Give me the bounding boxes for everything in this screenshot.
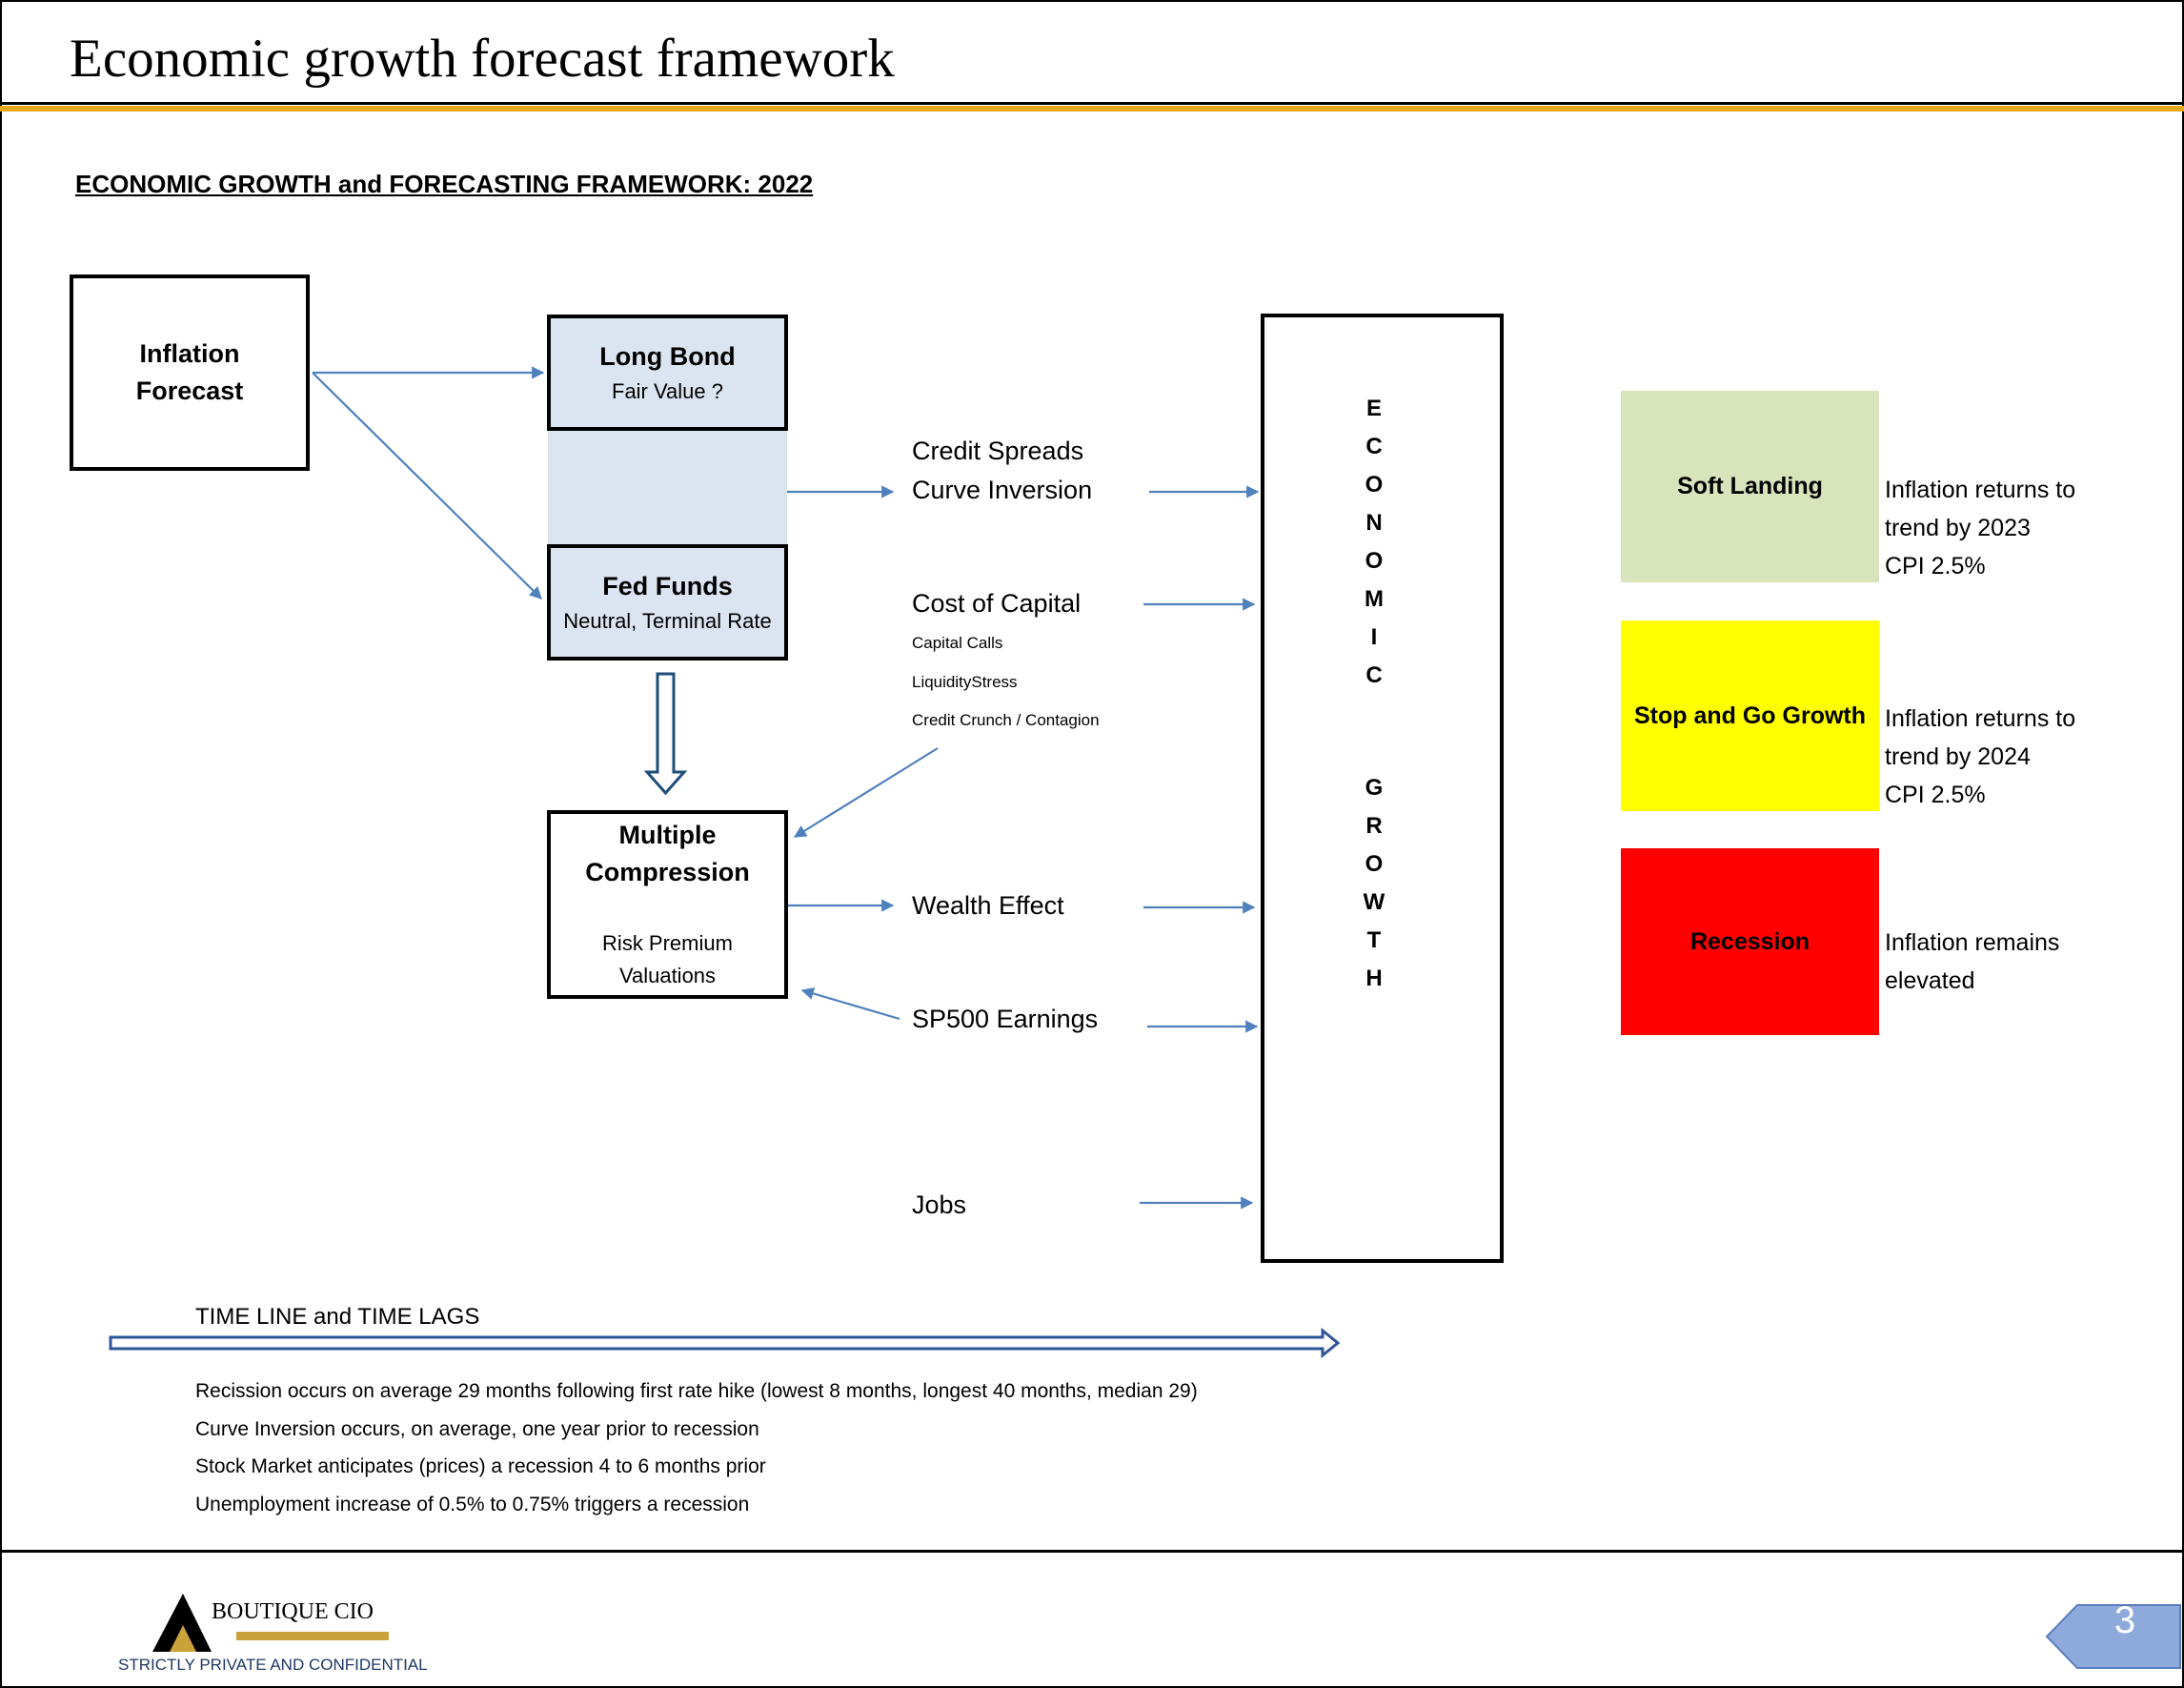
timeline-arrow <box>109 1327 1341 1359</box>
page-tab <box>2045 1604 2181 1669</box>
title-accent-rule <box>0 106 2184 112</box>
growth-letter: O <box>1365 548 1384 574</box>
scenario-soft-landing-desc: Inflation returns to trend by 2023 CPI 2… <box>1885 471 2075 585</box>
growth-letter: O <box>1365 851 1384 877</box>
inflation-forecast-line2: Forecast <box>135 376 244 405</box>
growth-letter: C <box>1365 662 1383 688</box>
fed-funds-title: Fed Funds <box>602 571 733 600</box>
label-sp500-earnings: SP500 Earnings <box>912 1005 1099 1033</box>
inflation-forecast-box: Inflation Forecast <box>70 275 310 471</box>
label-capital-calls: Capital Calls <box>912 634 1003 652</box>
brand-tagline-bar <box>236 1632 389 1640</box>
timeline-label: TIME LINE and TIME LAGS <box>195 1304 480 1330</box>
compression-line1: Multiple <box>618 821 717 849</box>
scenario-recession: Recession <box>1621 848 1879 1035</box>
growth-letter: W <box>1363 889 1385 915</box>
rates-band <box>548 429 787 548</box>
slide-title: Economic growth forecast framework <box>70 29 895 89</box>
growth-letter: E <box>1365 396 1382 421</box>
scenario-stop-and-go-desc: Inflation returns to trend by 2024 CPI 2… <box>1885 700 2075 814</box>
timeline-note: Recission occurs on average 29 months fo… <box>195 1380 1198 1402</box>
brand-name: BOUTIQUE CIO <box>212 1599 374 1624</box>
desc-line: trend by 2024 <box>1885 743 2031 770</box>
growth-letter: M <box>1365 586 1384 612</box>
arrow-earnings-to-compression <box>800 987 900 1021</box>
scenario-stop-and-go: Stop and Go Growth <box>1621 620 1879 811</box>
brand-logo <box>152 1594 212 1652</box>
growth-letter: G <box>1365 775 1384 801</box>
label-wealth-effect: Wealth Effect <box>912 891 1064 920</box>
down-arrow-fedfunds-to-compression <box>643 672 688 796</box>
desc-line: CPI 2.5% <box>1885 782 1986 808</box>
scenario-recession-desc: Inflation remains elevated <box>1885 924 2059 1000</box>
timeline-note: Unemployment increase of 0.5% to 0.75% t… <box>195 1493 750 1515</box>
growth-letter: C <box>1365 434 1383 459</box>
inflation-forecast-line1: Inflation <box>139 339 240 368</box>
desc-line: CPI 2.5% <box>1885 553 1986 580</box>
desc-line: Inflation remains <box>1885 929 2060 956</box>
growth-letter: I <box>1370 624 1378 650</box>
timeline-note: Curve Inversion occurs, on average, one … <box>195 1417 759 1440</box>
growth-letter: O <box>1365 472 1384 498</box>
growth-letter: H <box>1365 966 1383 991</box>
long-bond-box: Long Bond Fair Value ? <box>547 315 788 431</box>
scenario-soft-landing: Soft Landing <box>1621 391 1879 582</box>
growth-letter: R <box>1365 813 1383 839</box>
label-credit-spreads: Credit Spreads <box>912 437 1084 465</box>
label-cost-of-capital: Cost of Capital <box>912 589 1082 618</box>
desc-line: Inflation returns to <box>1885 477 2076 503</box>
framework-subtitle: ECONOMIC GROWTH and FORECASTING FRAMEWOR… <box>75 170 814 198</box>
label-credit-crunch: Credit Crunch / Contagion <box>912 711 1100 729</box>
page-number: 3 <box>2113 1599 2136 1641</box>
compression-sub2: Valuations <box>618 964 717 987</box>
label-liquidity-stress: LiquidityStress <box>912 673 1018 691</box>
label-jobs: Jobs <box>912 1190 967 1219</box>
arrow-inflation-to-fedfunds <box>312 372 542 600</box>
title-rule <box>0 102 2184 105</box>
long-bond-sub: Fair Value ? <box>612 378 723 403</box>
fed-funds-sub: Neutral, Terminal Rate <box>563 608 772 633</box>
growth-letter: T <box>1366 927 1382 953</box>
growth-letter: N <box>1365 510 1383 536</box>
label-curve-inversion: Curve Inversion <box>912 476 1093 504</box>
timeline-note: Stock Market anticipates (prices) a rece… <box>195 1455 766 1477</box>
desc-line: trend by 2023 <box>1885 515 2031 541</box>
confidential-notice: STRICTLY PRIVATE AND CONFIDENTIAL <box>118 1656 428 1674</box>
timeline-notes: Recission occurs on average 29 months fo… <box>195 1373 1198 1523</box>
long-bond-title: Long Bond <box>599 341 736 371</box>
desc-line: elevated <box>1885 967 1975 994</box>
footer-rule <box>0 1550 2184 1553</box>
desc-line: Inflation returns to <box>1885 705 2076 732</box>
compression-sub1: Risk Premium <box>602 931 733 955</box>
multiple-compression-box: Multiple Compression Risk Premium Valuat… <box>547 810 788 999</box>
arrow-contagion-to-compression <box>793 747 939 838</box>
compression-line2: Compression <box>585 858 750 886</box>
fed-funds-box: Fed Funds Neutral, Terminal Rate <box>547 544 788 661</box>
economic-growth-box <box>1261 314 1504 1263</box>
